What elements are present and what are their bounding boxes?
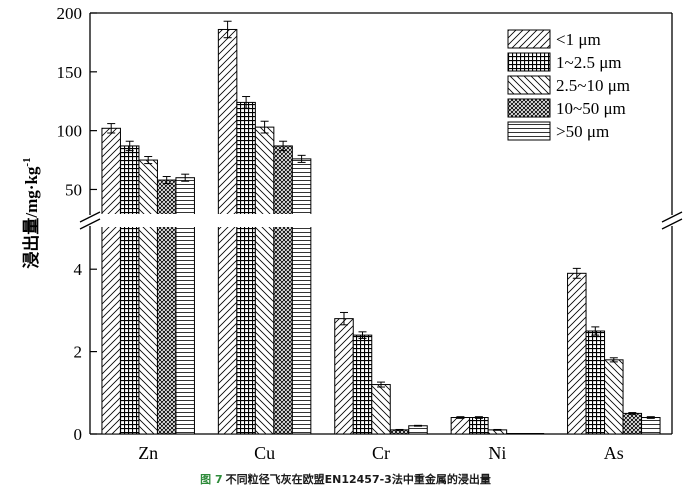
- bar-cu-s4: [273, 145, 293, 435]
- legend: <1 μm 1~2.5 μm 2.5~10 μm 10~50 μm >50 μm: [507, 29, 630, 141]
- x-tick-label-ni: Ni: [488, 443, 506, 463]
- bar-cu-s1: [217, 28, 238, 435]
- legend-swatch: [507, 121, 551, 141]
- y-tick-label: 0: [74, 425, 83, 444]
- figure-caption: 图 7 不同粒径飞灰在欧盟EN12457-3法中重金属的浸出量: [0, 471, 691, 487]
- legend-swatch: [507, 75, 551, 95]
- bar-cu-s2: [236, 101, 256, 435]
- legend-label: >50 μm: [556, 122, 609, 141]
- bar-as-s5: [641, 417, 661, 435]
- x-tick-label-cu: Cu: [254, 443, 275, 463]
- bar-zn-s2: [119, 145, 140, 435]
- x-axis: Zn Cu Cr Ni As: [138, 443, 624, 463]
- legend-label: 1~2.5 μm: [556, 53, 622, 72]
- bar-ni-s1: [450, 417, 471, 435]
- x-tick-label-cr: Cr: [372, 443, 390, 463]
- bar-ni-s5: [524, 433, 545, 435]
- bar-cu-s5: [291, 158, 312, 435]
- bar-as-s3: [604, 359, 624, 435]
- legend-label: 10~50 μm: [556, 99, 626, 118]
- legend-swatch: [507, 52, 551, 72]
- x-tick-label-as: As: [604, 443, 624, 463]
- break-gap: [217, 214, 312, 227]
- bar-cr-s2: [352, 334, 373, 435]
- break-gap: [450, 214, 545, 227]
- x-tick-label-zn: Zn: [138, 443, 158, 463]
- legend-label: 2.5~10 μm: [556, 76, 630, 95]
- bar-zn-s1: [101, 127, 121, 435]
- y-tick-label: 150: [57, 63, 83, 82]
- bar-as-s2: [585, 330, 606, 435]
- break-gap: [100, 214, 196, 227]
- bar-zn-s3: [138, 159, 158, 435]
- y-axis-label-superscript: -1: [21, 157, 33, 166]
- y-tick-label: 200: [57, 4, 83, 23]
- axis-break-mark-right-2: [661, 218, 683, 230]
- axis-break-mark-left-2: [79, 218, 101, 230]
- y-tick-label: 50: [65, 180, 82, 199]
- break-gap: [566, 214, 662, 227]
- y-tick-label: 4: [74, 260, 83, 279]
- y-axis-label: 浸出量/mg·kg-1: [21, 157, 41, 268]
- bar-cr-s5: [408, 425, 428, 435]
- figure-label: 图 7: [200, 473, 223, 486]
- bars: [100, 20, 662, 435]
- break-gap: [333, 214, 429, 227]
- bar-as-s1: [567, 272, 587, 435]
- legend-label: <1 μm: [556, 30, 601, 49]
- legend-swatch: [507, 98, 551, 118]
- axis-break-mark-right-1: [661, 211, 683, 223]
- bar-cr-s1: [334, 318, 354, 435]
- bar-ni-s2: [469, 417, 489, 435]
- bar-cu-s3: [254, 126, 275, 435]
- bar-cr-s3: [371, 384, 391, 435]
- y-tick-label: 2: [74, 343, 83, 362]
- y-tick-label: 100: [57, 122, 83, 141]
- legend-swatch: [507, 29, 551, 49]
- bar-chart: 0 2 4 50 100 150 200 Zn Cu Cr Ni As <1 μm 1~2.5 μm 2…: [21, 4, 683, 463]
- caption-text: 不同粒径飞灰在欧盟EN12457-3法中重金属的浸出量: [225, 473, 491, 486]
- y-axis: 0 2 4 50 100 150 200: [57, 4, 97, 444]
- bar-ni-s4: [506, 433, 526, 435]
- bar-as-s4: [622, 412, 643, 435]
- axis-break-mark-left-1: [79, 211, 101, 223]
